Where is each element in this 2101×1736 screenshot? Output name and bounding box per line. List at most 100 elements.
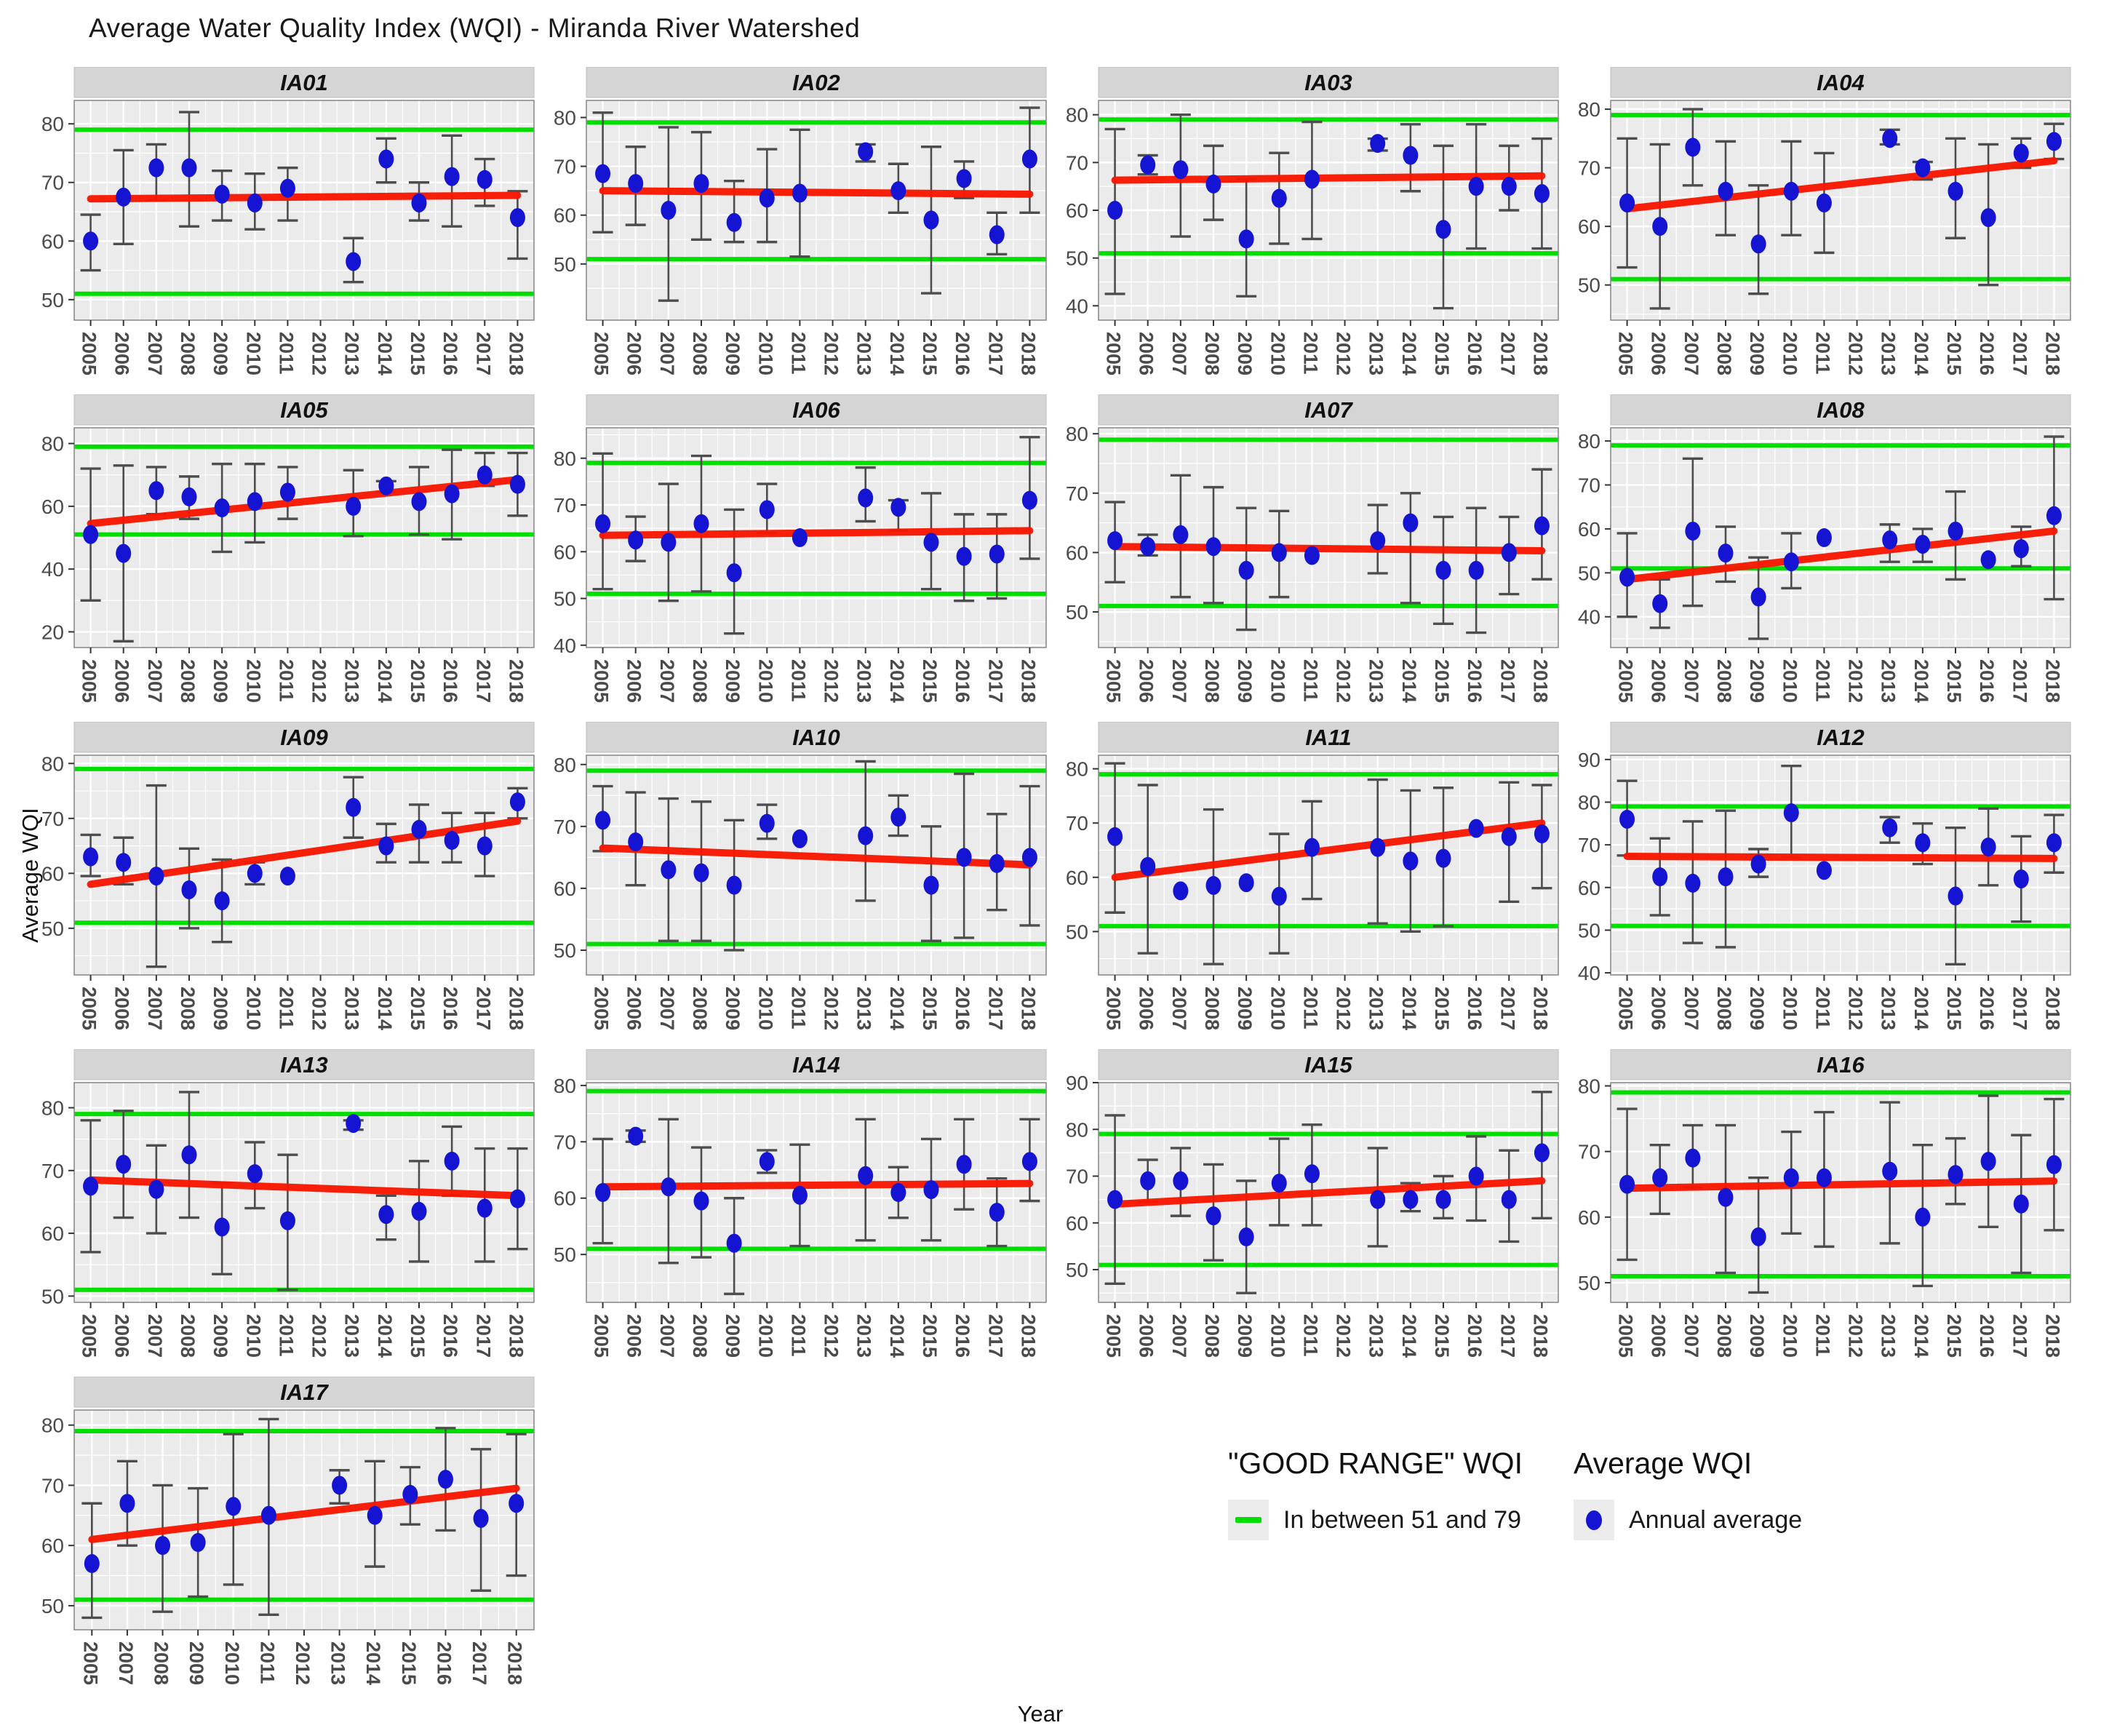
y-tick-label: 70	[1578, 157, 1600, 180]
x-tick-label: 2015	[919, 332, 941, 375]
annual-average-point	[279, 867, 295, 886]
y-tick-label: 60	[41, 230, 64, 252]
x-tick-label: 2017	[2009, 1314, 2030, 1358]
x-tick-label: 2009	[1234, 659, 1256, 703]
facet-chart-IA13: IA13 50 60 70 80 2005 2006 2007 2008 2009 2010 2011…	[41, 1049, 535, 1358]
legend-item-annual-average: Annual average	[1573, 1500, 1802, 1540]
x-tick-label: 2013	[341, 987, 363, 1030]
facet-chart-IA05: IA05 20 40 60 80 2005 2006 2007 2008 2009 2010 2011…	[41, 394, 535, 703]
x-tick-label: 2011	[1299, 332, 1321, 375]
facet-IA07: IA07 50 60 70 80 2005 2006 2007 2008 2009 2010 2011…	[1058, 394, 1564, 722]
y-tick-label: 40	[41, 558, 64, 581]
x-tick-label: 2005	[591, 659, 613, 703]
facet-strip-label: IA14	[792, 1052, 840, 1078]
annual-average-point	[2013, 539, 2029, 559]
x-tick-label: 2013	[853, 987, 875, 1030]
x-tick-label: 2018	[505, 659, 527, 703]
y-tick-label: 60	[41, 495, 64, 518]
annual-average-point	[1468, 819, 1484, 838]
y-tick-label: 60	[1578, 215, 1600, 238]
x-tick-label: 2016	[952, 659, 973, 703]
annual-average-point	[1750, 854, 1766, 874]
y-tick-label: 80	[1066, 104, 1088, 127]
facet-grid: IA01 50 60 70 80 2005 2006 2007 2008 2009 2010 2011…	[33, 67, 2076, 1704]
y-tick-label: 50	[1578, 274, 1600, 297]
annual-average-point	[792, 528, 808, 547]
x-tick-label: 2007	[656, 332, 678, 375]
annual-average-point	[411, 193, 427, 212]
annual-average-point	[84, 1553, 100, 1573]
annual-average-point	[1304, 837, 1320, 857]
legend-group-good-range: "GOOD RANGE" WQI In between 51 and 79	[1228, 1446, 1523, 1540]
annual-average-point	[1271, 188, 1287, 208]
annual-average-point	[1652, 867, 1668, 887]
annual-average-point	[989, 225, 1005, 244]
x-tick-label: 2015	[1943, 332, 1965, 375]
annual-average-point	[858, 488, 874, 508]
annual-average-point	[1980, 1152, 1996, 1171]
annual-average-point	[181, 1145, 197, 1165]
x-tick-label: 2012	[1333, 659, 1355, 703]
facet-strip-label: IA12	[1817, 725, 1864, 750]
x-tick-label: 2014	[1398, 332, 1420, 375]
annual-average-point	[1750, 234, 1766, 254]
annual-average-point	[1370, 1190, 1386, 1209]
y-tick-label: 70	[554, 816, 576, 838]
x-tick-label: 2009	[1234, 332, 1256, 375]
facet-strip-label: IA06	[792, 397, 840, 423]
annual-average-point	[214, 891, 230, 911]
annual-average-point	[116, 853, 132, 872]
annual-average-point	[1107, 1190, 1123, 1209]
annual-average-point	[444, 1151, 460, 1171]
annual-average-point	[346, 1114, 362, 1134]
x-tick-label: 2012	[821, 1314, 842, 1358]
annual-average-point	[1619, 809, 1635, 829]
y-tick-label: 60	[41, 1534, 64, 1557]
annual-average-point	[378, 149, 394, 169]
x-tick-label: 2005	[1103, 1314, 1125, 1358]
x-tick-label: 2013	[1878, 1314, 1899, 1358]
annual-average-point	[260, 1505, 276, 1525]
annual-average-point	[444, 831, 460, 851]
annual-average-point	[1370, 134, 1386, 154]
y-tick-label: 70	[554, 1131, 576, 1153]
y-tick-label: 50	[1066, 247, 1088, 270]
y-tick-label: 70	[1578, 1141, 1600, 1163]
x-tick-label: 2005	[591, 987, 613, 1030]
annual-average-point	[956, 848, 972, 867]
annual-average-point	[628, 530, 644, 550]
annual-average-point	[214, 498, 230, 518]
annual-average-point	[792, 1185, 808, 1205]
x-tick-label: 2016	[439, 1314, 461, 1358]
facet-strip-label: IA07	[1304, 397, 1353, 423]
x-tick-label: 2015	[407, 987, 428, 1030]
x-tick-label: 2009	[722, 659, 743, 703]
x-tick-label: 2008	[689, 659, 711, 703]
facet-chart-IA07: IA07 50 60 70 80 2005 2006 2007 2008 2009 2010 2011…	[1066, 394, 1559, 703]
annual-average-point	[726, 563, 742, 583]
annual-average-point	[595, 164, 611, 183]
trend-line	[1111, 172, 1546, 184]
annual-average-point	[1816, 528, 1832, 547]
x-tick-label: 2005	[79, 1641, 101, 1685]
x-tick-label: 2018	[1017, 332, 1039, 375]
annual-average-point	[1534, 184, 1550, 204]
x-tick-label: 2016	[439, 987, 461, 1030]
x-tick-label: 2009	[186, 1641, 207, 1685]
x-tick-label: 2008	[1713, 1314, 1735, 1358]
x-tick-label: 2018	[505, 1314, 527, 1358]
x-tick-label: 2008	[1201, 987, 1223, 1030]
x-tick-label: 2018	[2041, 332, 2063, 375]
annual-average-point	[477, 1198, 493, 1218]
x-tick-label: 2015	[1943, 1314, 1965, 1358]
facet-strip-label: IA04	[1817, 70, 1864, 95]
y-tick-label: 50	[554, 588, 576, 610]
x-tick-label: 2009	[1746, 659, 1768, 703]
x-tick-label: 2014	[362, 1641, 384, 1685]
green-line-key-icon	[1228, 1500, 1269, 1540]
x-tick-label: 2016	[952, 1314, 973, 1358]
annual-average-point	[1783, 181, 1799, 201]
facet-chart-IA10: IA10 50 60 70 80 2005 2006 2007 2008 2009 2010 2011…	[554, 722, 1047, 1030]
annual-average-point	[1980, 208, 1996, 228]
y-tick-label: 80	[554, 106, 576, 129]
